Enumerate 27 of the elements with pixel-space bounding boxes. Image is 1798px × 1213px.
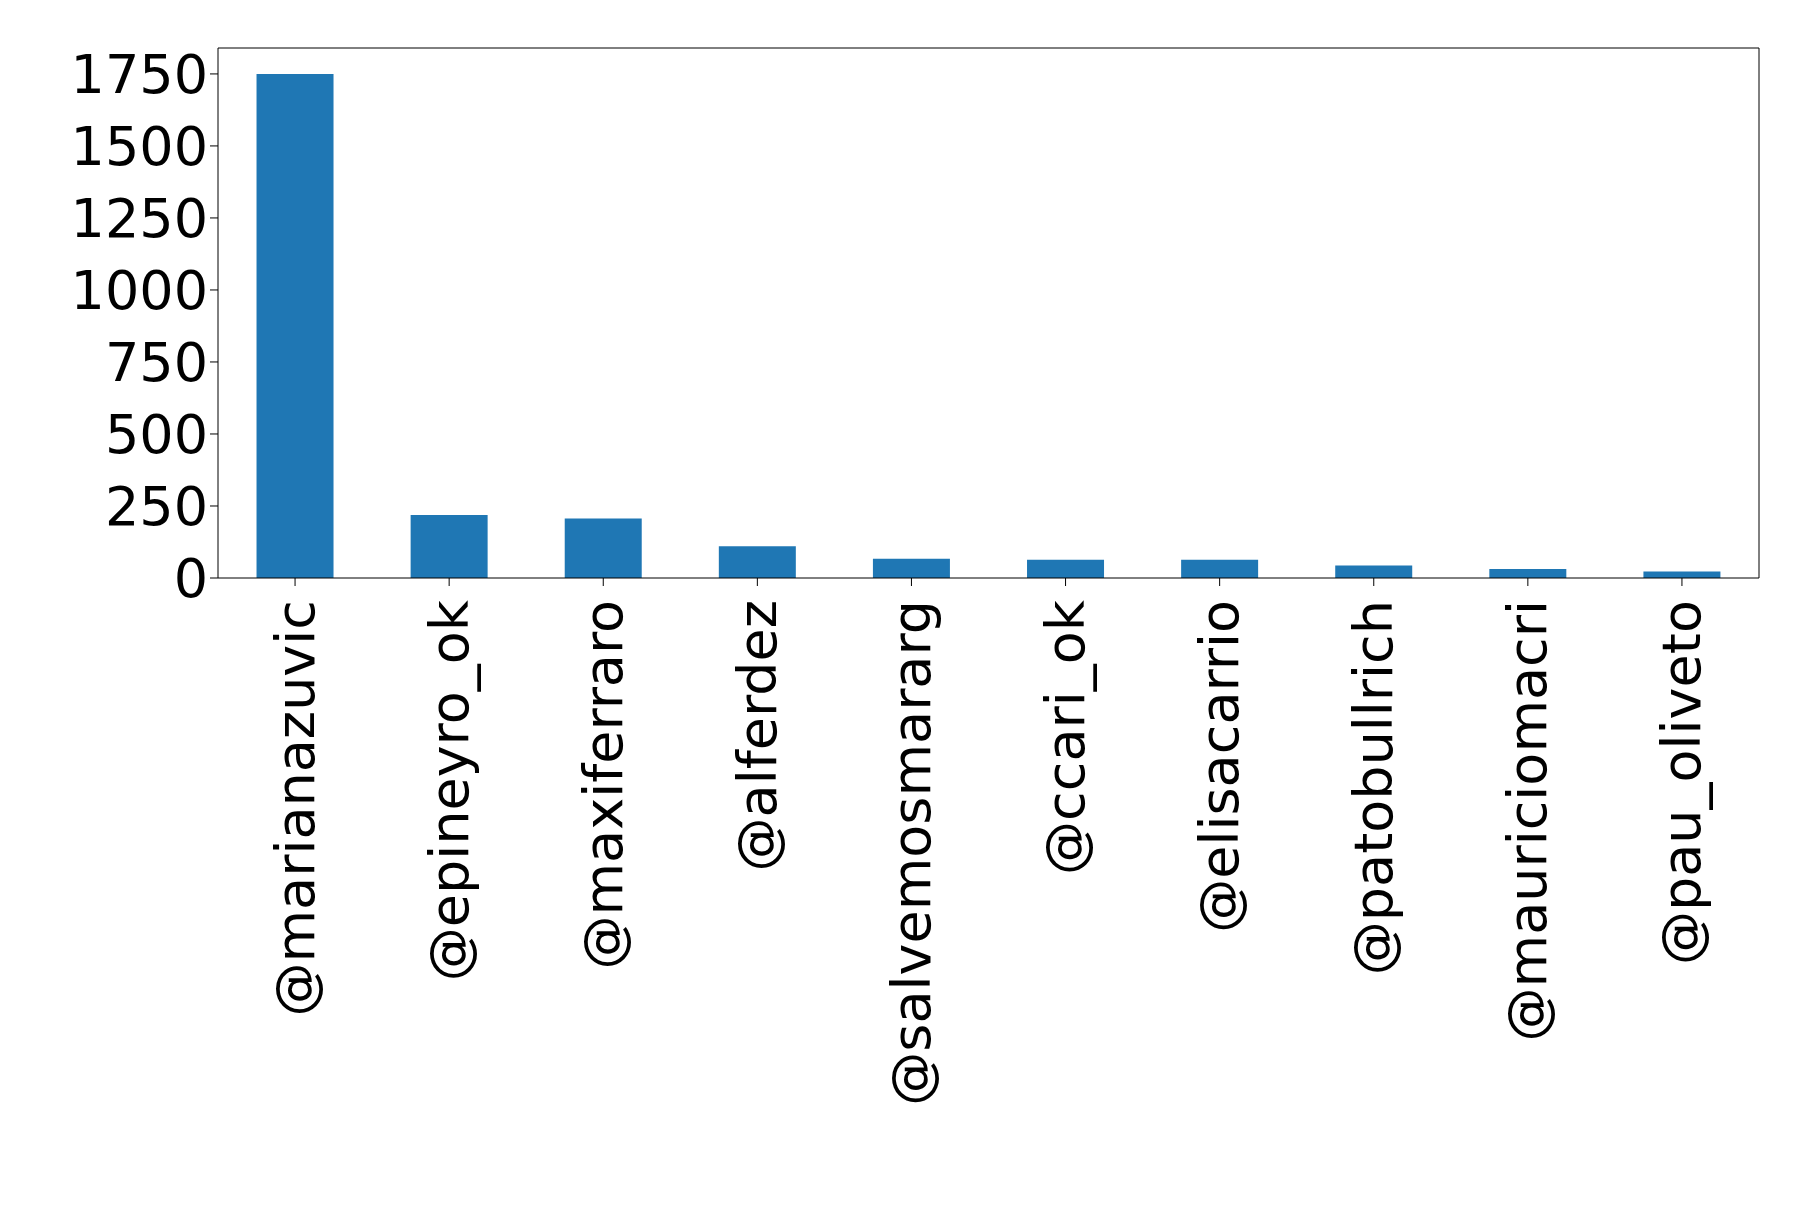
x-tick-label: @marianazuvic: [263, 600, 327, 1017]
y-tick-label: 0: [173, 547, 208, 611]
y-tick-label: 1000: [70, 259, 208, 323]
y-tick-label: 750: [104, 331, 208, 395]
x-tick-label: @pau_oliveto: [1650, 600, 1714, 966]
x-tick-label: @epineyro_ok: [417, 599, 481, 982]
x-tick-label: @mauriciomacri: [1496, 600, 1560, 1042]
x-tick-label: @elisacarrio: [1188, 600, 1252, 933]
x-tick-label: @alferdez: [725, 600, 789, 872]
x-tick-label: @maxiferraro: [571, 600, 635, 970]
bar: [1027, 559, 1105, 578]
bar: [1489, 569, 1567, 578]
bar: [1181, 559, 1259, 578]
bar: [410, 514, 488, 578]
x-tick-label: @ccari_ok: [1034, 599, 1098, 875]
x-tick-label: @salvemosmararg: [879, 600, 943, 1106]
bar: [256, 73, 334, 578]
bar: [872, 558, 950, 578]
y-tick-label: 500: [104, 403, 208, 467]
bar: [1643, 571, 1721, 578]
bar: [718, 546, 796, 578]
bar: [564, 518, 642, 578]
y-tick-label: 250: [104, 475, 208, 539]
x-tick-label: @patobullrich: [1342, 600, 1406, 976]
y-tick-label: 1250: [70, 187, 208, 251]
y-tick-label: 1500: [70, 115, 208, 179]
y-tick-label: 1750: [70, 43, 208, 107]
